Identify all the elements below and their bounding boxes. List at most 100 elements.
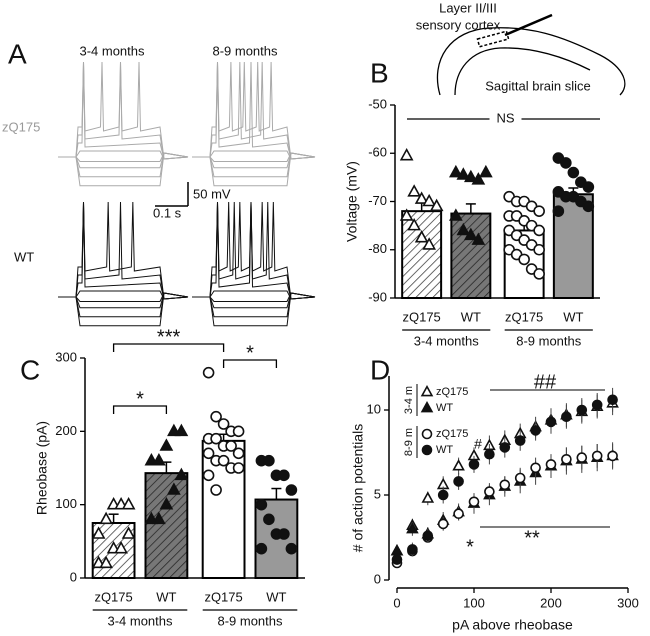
group-label: 3-4 months xyxy=(107,613,173,628)
group-label: 3-4 months xyxy=(414,333,480,348)
point xyxy=(422,237,437,250)
point xyxy=(399,148,414,161)
trace xyxy=(58,61,189,160)
sig-bracket xyxy=(112,343,225,352)
point xyxy=(422,193,437,207)
x-tick-label: WT xyxy=(461,309,481,324)
point xyxy=(514,472,526,484)
trace xyxy=(58,201,189,300)
y-tick-label: -60 xyxy=(368,145,387,160)
point xyxy=(484,486,495,497)
y-tick-label: -50 xyxy=(368,96,387,111)
point xyxy=(576,404,588,416)
point xyxy=(152,453,166,466)
sig-bracket xyxy=(222,359,278,368)
brain-inset: Layer II/III sensory cortex Sagittal bra… xyxy=(416,0,626,96)
point xyxy=(159,497,174,510)
group-label: 8-9 months xyxy=(516,333,582,348)
x-tick-label: WT xyxy=(266,589,286,604)
y-tick-label: -70 xyxy=(368,193,387,208)
trace xyxy=(192,201,316,300)
x-tick-label: 0 xyxy=(393,595,400,610)
x-tick-label: zQ175 xyxy=(402,309,440,324)
point xyxy=(478,164,493,178)
point xyxy=(429,198,444,212)
y-tick-label: -80 xyxy=(368,241,387,256)
point xyxy=(399,208,414,221)
point xyxy=(499,479,511,491)
point xyxy=(591,450,603,462)
point xyxy=(533,205,545,217)
point xyxy=(414,230,429,243)
trace xyxy=(58,292,189,327)
point xyxy=(437,489,449,501)
point xyxy=(407,544,418,555)
point xyxy=(545,416,557,428)
trace xyxy=(58,290,189,300)
x-tick-label: 300 xyxy=(617,595,639,610)
legend-label: zQ175 xyxy=(436,386,468,398)
y-tick-label: 300 xyxy=(55,349,77,364)
y-axis-label: Rheobase (pA) xyxy=(34,421,50,515)
scale-label: 50 mV xyxy=(193,186,231,201)
point xyxy=(545,459,557,470)
bar xyxy=(450,212,492,299)
group-label: 8-9 months xyxy=(217,613,283,628)
inset-label: sensory cortex xyxy=(416,17,501,32)
y-axis-label: Voltage (mV) xyxy=(344,161,360,242)
trace xyxy=(58,152,189,187)
point xyxy=(407,217,422,231)
point xyxy=(421,491,435,503)
x-tick-label: zQ175 xyxy=(204,589,242,604)
point xyxy=(453,508,464,520)
point xyxy=(530,425,541,436)
trace xyxy=(58,292,189,318)
point xyxy=(210,484,222,496)
y-tick-label: 0 xyxy=(374,571,381,586)
point xyxy=(225,440,237,452)
point xyxy=(121,526,136,539)
row-label: WT xyxy=(14,249,34,264)
point xyxy=(437,518,449,530)
point xyxy=(174,467,189,481)
row-label: zQ175 xyxy=(2,119,40,134)
legend-marker xyxy=(420,400,434,413)
point xyxy=(582,200,595,213)
point xyxy=(263,513,275,526)
point xyxy=(121,497,136,510)
legend-group: 8-9 m xyxy=(403,428,415,456)
point xyxy=(202,469,215,482)
point xyxy=(591,399,603,411)
legend-marker xyxy=(420,384,434,397)
point xyxy=(391,554,403,565)
bar xyxy=(401,210,443,299)
point xyxy=(533,224,545,237)
point xyxy=(468,496,480,508)
point xyxy=(448,208,463,221)
inset-caption: Sagittal brain slice xyxy=(485,78,591,93)
point xyxy=(406,521,419,534)
trace xyxy=(58,150,189,160)
inset-label: Layer II/III xyxy=(439,0,497,15)
x-tick-label: 100 xyxy=(463,595,485,610)
sig-label: ** xyxy=(524,527,540,549)
scale-label: 0.1 s xyxy=(153,205,182,220)
point xyxy=(576,452,588,463)
point xyxy=(255,542,268,555)
point xyxy=(607,394,618,406)
y-tick-label: 0 xyxy=(70,569,77,584)
bar xyxy=(144,472,189,579)
point xyxy=(530,462,541,474)
x-tick-label: zQ175 xyxy=(505,309,543,324)
legend-group: 3-4 m xyxy=(403,386,415,414)
x-tick-label: 200 xyxy=(540,595,562,610)
x-tick-label: WT xyxy=(156,589,176,604)
y-tick-label: 200 xyxy=(55,423,77,438)
point xyxy=(278,469,290,482)
y-tick-label: 100 xyxy=(55,496,77,511)
legend-marker xyxy=(421,444,433,456)
point xyxy=(561,411,572,423)
panel-a: A 3-4 months 8-9 months zQ175 WT 50 mV 0… xyxy=(2,38,278,264)
point xyxy=(159,438,174,451)
sig-label: # xyxy=(474,436,482,452)
